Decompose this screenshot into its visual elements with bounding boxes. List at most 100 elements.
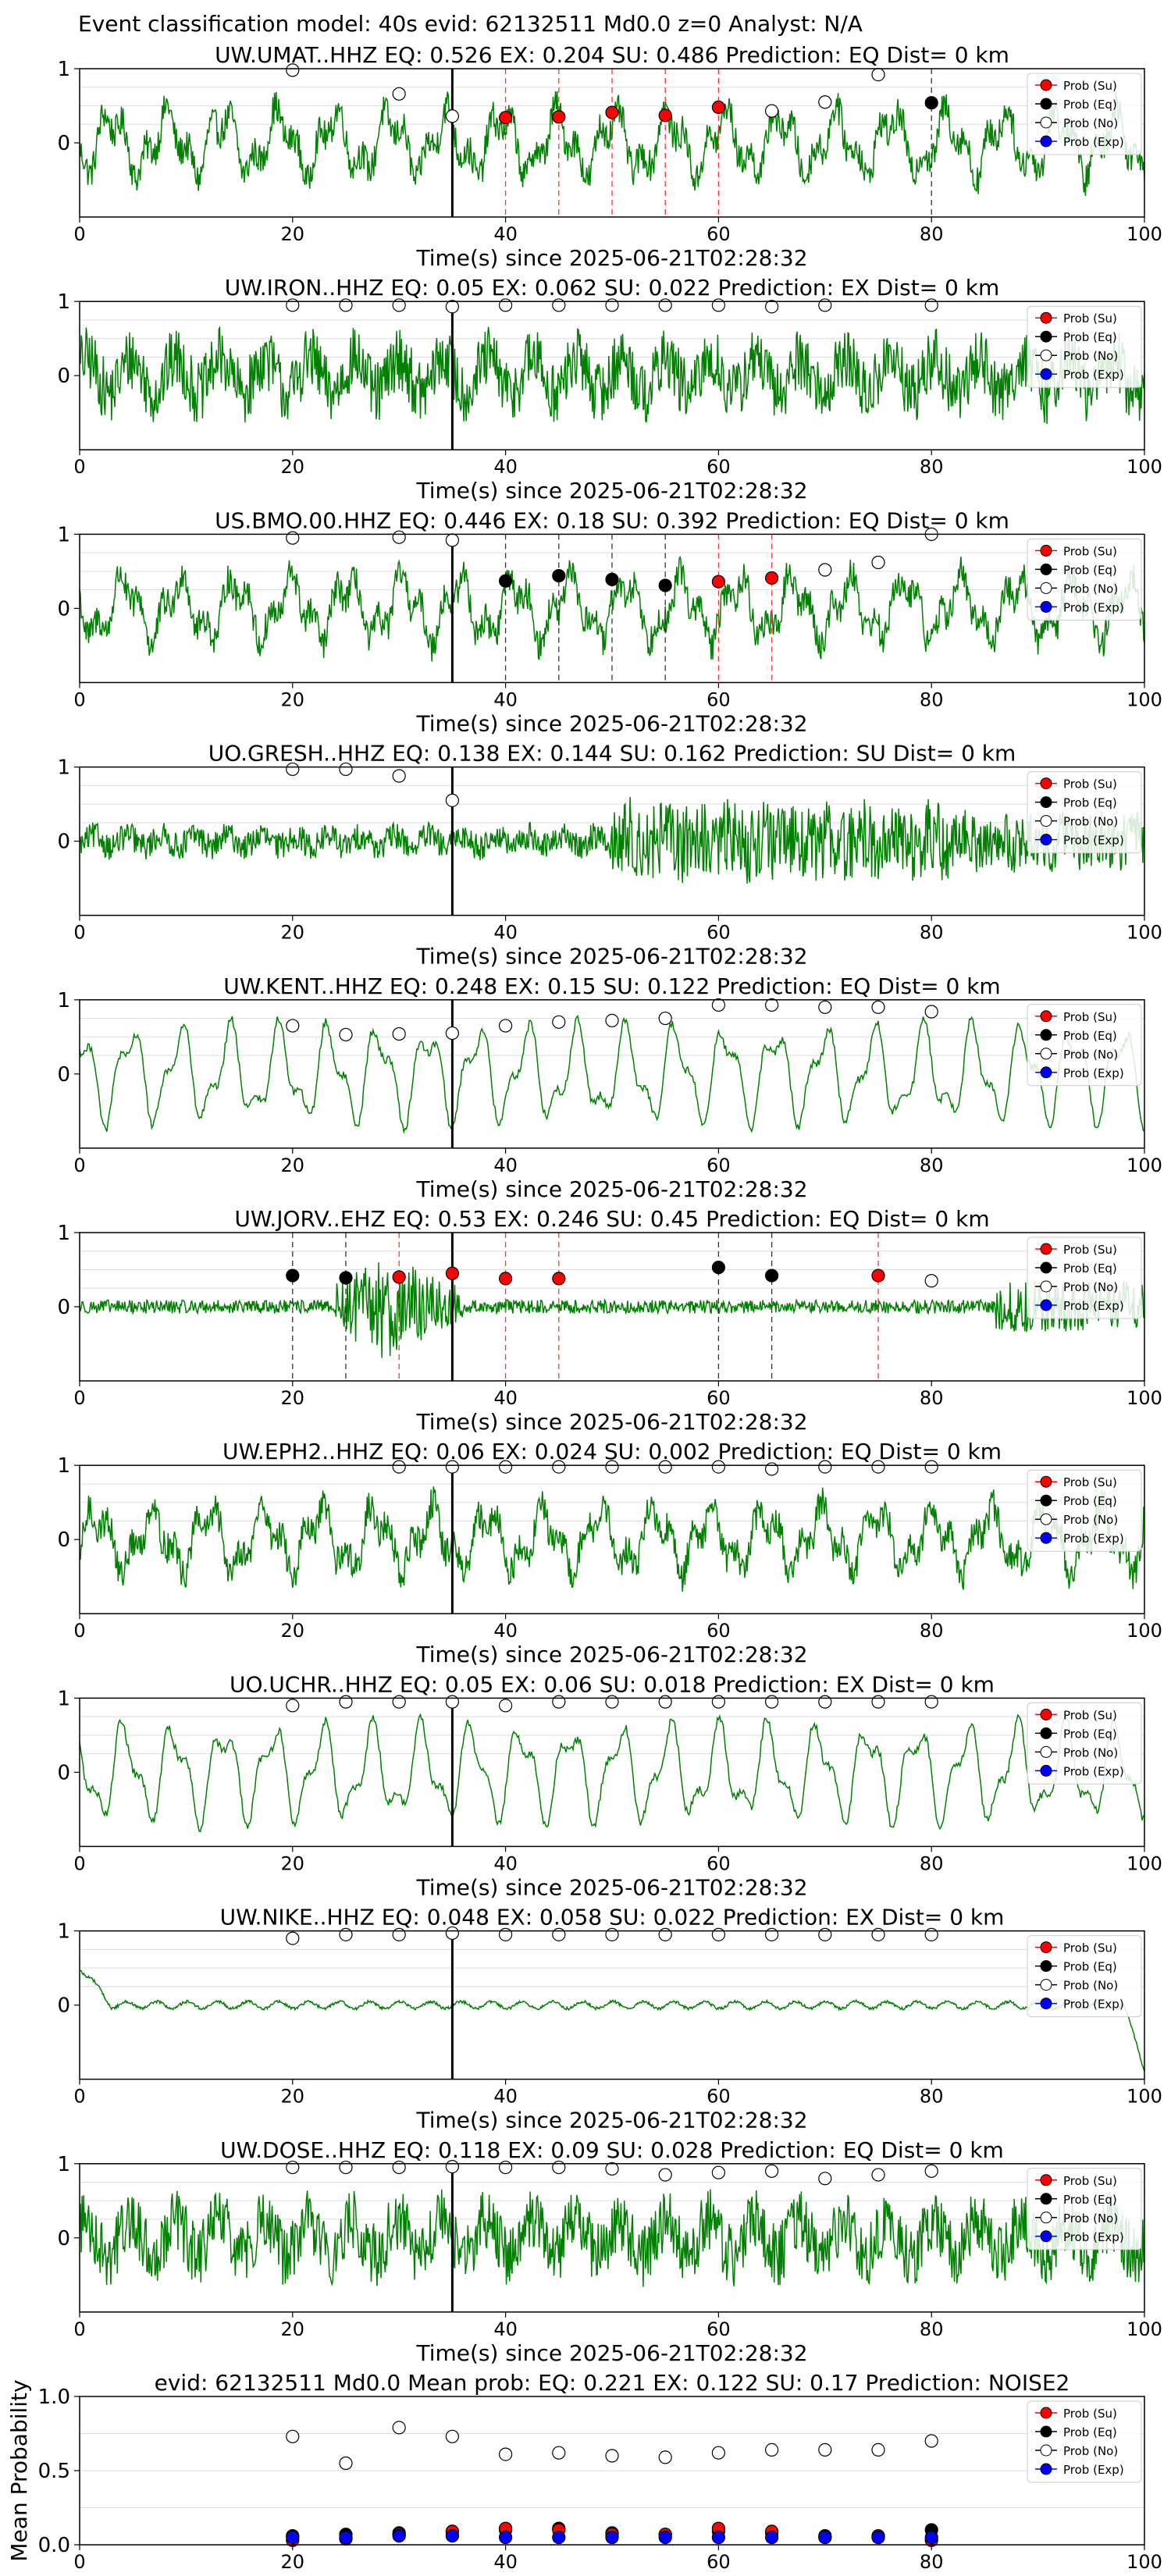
x-tick-label: 60 — [707, 922, 731, 944]
legend: Prob (Su) Prob (Eq) Prob (No) Prob (Exp) — [1027, 2400, 1142, 2483]
panel-5: UW.KENT..HHZ EQ: 0.248 EX: 0.15 SU: 0.12… — [57, 973, 1162, 1202]
legend-marker-eq — [1040, 98, 1052, 110]
prob-marker-no — [871, 1695, 885, 1709]
legend-frame — [1027, 2168, 1142, 2250]
prob-marker-no — [392, 1026, 406, 1041]
prob-marker-no — [924, 1695, 938, 1709]
legend-marker-exp — [1040, 1299, 1052, 1311]
y-tick-label: 1 — [57, 756, 70, 780]
prob-marker-no — [871, 2168, 885, 2182]
legend-label: Prob (Exp) — [1063, 1066, 1124, 1080]
legend-label: Prob (No) — [1063, 1979, 1118, 1993]
y-tick-label: 1 — [57, 58, 70, 81]
legend-marker-eq — [1040, 1029, 1052, 1041]
prob-marker-su — [711, 100, 726, 114]
prob-marker-no — [339, 1695, 353, 1709]
prob-marker-no — [445, 1695, 460, 1709]
panel-3: US.BMO.00.HHZ EQ: 0.446 EX: 0.18 SU: 0.3… — [57, 507, 1162, 736]
prob-marker-no — [392, 87, 406, 101]
legend-label: Prob (Exp) — [1063, 2230, 1124, 2244]
legend-label: Prob (Eq) — [1063, 1494, 1117, 1508]
x-tick-label: 20 — [281, 2551, 305, 2573]
prob-marker-no — [392, 1695, 406, 1709]
legend-marker-no — [1040, 2444, 1052, 2457]
legend-label: Prob (Su) — [1063, 311, 1117, 326]
prob-marker-no — [498, 1699, 513, 1713]
x-tick-label: 40 — [493, 1852, 518, 1874]
legend-marker-no — [1040, 349, 1052, 361]
legend-label: Prob (Exp) — [1063, 135, 1124, 149]
y-tick-label: 0.0 — [38, 2534, 70, 2557]
prob-marker-no — [392, 530, 406, 544]
prob-marker-no — [605, 1927, 619, 1941]
x-tick-label: 40 — [493, 1620, 518, 1642]
figure-suptitle: Event classification model: 40s evid: 62… — [78, 11, 863, 37]
legend-marker-su — [1040, 544, 1052, 557]
x-tick-label: 60 — [707, 1387, 731, 1409]
x-tick-label: 100 — [1127, 2086, 1162, 2108]
prob-marker-no — [764, 1695, 779, 1709]
x-tick-label: 80 — [920, 1387, 944, 1409]
prob-marker-no — [286, 2160, 300, 2175]
prob-marker-no — [711, 1695, 726, 1709]
x-tick-label: 20 — [281, 1387, 305, 1409]
legend-marker-no — [1040, 116, 1052, 129]
prob-marker-no — [498, 1927, 513, 1941]
waveform-trace — [80, 1262, 1144, 1358]
x-tick-label: 40 — [493, 922, 518, 944]
x-tick-label: 100 — [1127, 2551, 1162, 2573]
legend-marker-su — [1040, 1941, 1052, 1954]
prob-marker-no — [658, 298, 672, 312]
x-tick-label: 20 — [281, 223, 305, 245]
prob-marker-eq — [552, 568, 566, 583]
x-tick-label: 20 — [281, 1620, 305, 1642]
legend-marker-no — [1040, 2211, 1052, 2224]
mean-prob-point-no — [924, 2434, 938, 2448]
legend-marker-exp — [1040, 135, 1052, 148]
legend-marker-eq — [1040, 1960, 1052, 1973]
prob-marker-eq — [498, 574, 513, 588]
legend-label: Prob (Su) — [1063, 79, 1117, 93]
prob-marker-no — [818, 2172, 832, 2186]
prob-marker-no — [764, 1927, 779, 1941]
legend-marker-eq — [1040, 1261, 1052, 1274]
prob-marker-no — [605, 298, 619, 312]
legend-marker-eq — [1040, 563, 1052, 575]
mean-prob-point-exp — [605, 2530, 619, 2545]
mean-prob-point-no — [818, 2443, 832, 2457]
x-tick-label: 80 — [920, 1620, 944, 1642]
x-axis-label: Time(s) since 2025-06-21T02:28:32 — [415, 710, 807, 736]
x-tick-label: 40 — [493, 2318, 518, 2340]
prob-marker-no — [924, 1005, 938, 1019]
legend-marker-no — [1040, 1513, 1052, 1525]
prob-marker-no — [711, 298, 726, 312]
x-tick-label: 0 — [73, 223, 85, 245]
prob-marker-no — [392, 298, 406, 312]
panel-title: UO.GRESH..HHZ EQ: 0.138 EX: 0.144 SU: 0.… — [208, 741, 1016, 767]
x-tick-label: 0 — [73, 2086, 85, 2108]
x-axis-label: Time(s) since 2025-06-21T02:28:32 — [415, 1176, 807, 1202]
prob-marker-no — [286, 762, 300, 777]
mean-prob-point-exp — [445, 2529, 460, 2543]
y-tick-label: 0 — [57, 831, 70, 854]
legend-label: Prob (No) — [1063, 1048, 1118, 1062]
prob-marker-eq — [339, 1271, 353, 1285]
mean-prob-point-exp — [871, 2530, 885, 2545]
legend-label: Prob (No) — [1063, 2211, 1118, 2226]
legend-marker-su — [1040, 1475, 1052, 1488]
x-axis-label: Time(s) since 2025-06-21T02:28:32 — [415, 478, 807, 503]
x-axis-label: Time(s) since 2025-06-21T02:28:32 — [415, 2108, 807, 2133]
y-axis-label: Mean Probability — [6, 2379, 32, 2561]
legend-label: Prob (Exp) — [1063, 1299, 1124, 1313]
y-tick-label: 1 — [57, 2153, 70, 2176]
legend-frame — [1027, 1702, 1142, 1784]
prob-marker-no — [658, 2168, 672, 2182]
y-tick-label: 0 — [57, 365, 70, 388]
prob-marker-no — [818, 1695, 832, 1709]
x-axis-label: Time(s) since 2025-06-21T02:28:32 — [415, 2340, 807, 2366]
y-tick-label: 1 — [57, 290, 70, 314]
x-tick-label: 80 — [920, 1852, 944, 1874]
panel-title: UW.UMAT..HHZ EQ: 0.526 EX: 0.204 SU: 0.4… — [215, 42, 1009, 68]
x-tick-label: 40 — [493, 456, 518, 478]
legend: Prob (Su) Prob (Eq) Prob (No) Prob (Exp) — [1027, 1935, 1142, 2018]
